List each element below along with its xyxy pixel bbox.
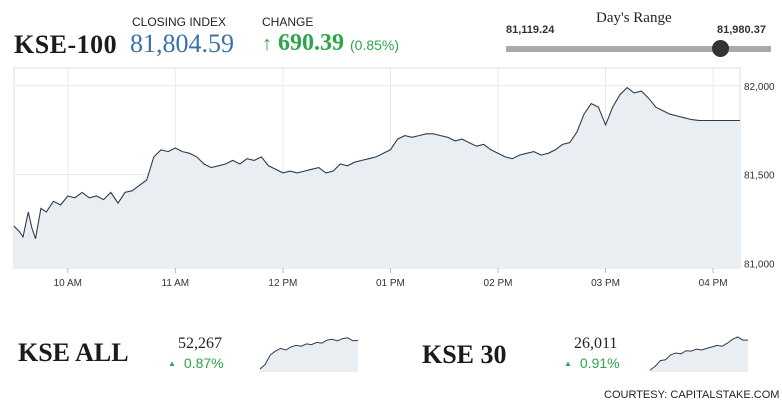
index-title: KSE-100	[14, 30, 118, 59]
courtesy-credit: COURTESY: CAPITALSTAKE.COM	[604, 389, 780, 401]
change-block: ↑ 690.39 (0.85%)	[262, 30, 399, 57]
index-area	[14, 87, 740, 268]
y-tick-label: 82,000	[744, 82, 775, 93]
change-label: CHANGE	[262, 15, 314, 29]
kse-all-change: ▲ 0.87%	[168, 355, 224, 371]
up-arrow-icon: ↑	[262, 33, 272, 55]
x-tick-label: 03 PM	[591, 278, 620, 289]
days-range-title: Day's Range	[596, 10, 672, 26]
kse-all-name: KSE ALL	[18, 338, 129, 367]
kse-30-value: 26,011	[574, 335, 618, 352]
up-triangle-icon: ▲	[168, 358, 176, 368]
closing-index-value: 81,804.59	[130, 29, 234, 58]
kse-30-name: KSE 30	[422, 340, 507, 369]
y-tick-label: 81,500	[744, 171, 775, 182]
change-value: 690.39	[278, 30, 344, 56]
index-line	[13, 86, 740, 239]
kse-all-value: 52,267	[178, 335, 222, 352]
kse-30-change: ▲ 0.91%	[564, 355, 620, 371]
sparkline-line	[649, 336, 748, 371]
days-range-knob	[712, 40, 730, 57]
closing-index-label: CLOSING INDEX	[132, 15, 227, 29]
change-percent: (0.85%)	[350, 37, 400, 53]
kse-all-percent: 0.87%	[183, 355, 224, 371]
y-tick-label: 81,000	[744, 260, 775, 271]
x-tick-label: 02 PM	[484, 278, 513, 289]
x-tick-label: 11 AM	[162, 278, 190, 289]
sparkline-area	[260, 337, 358, 372]
kse-30-percent: 0.91%	[579, 355, 620, 371]
x-tick-label: 12 PM	[268, 278, 297, 289]
sparkline-line	[259, 337, 359, 370]
kse-all-sparkline	[259, 337, 359, 372]
kse-30-sparkline	[649, 336, 748, 372]
sparkline-area	[650, 337, 748, 372]
days-range-low: 81,119.24	[506, 24, 555, 36]
main-chart: 10 AM 11 AM 12 PM 01 PM 02 PM 03 PM 04 PM 82,00…	[13, 67, 775, 289]
x-tick-label: 04 PM	[699, 278, 728, 289]
x-tick-label: 01 PM	[376, 278, 405, 289]
days-range-high: 81,980.37	[717, 24, 766, 36]
up-triangle-icon: ▲	[564, 358, 572, 368]
days-range-slider	[506, 46, 771, 52]
x-tick-label: 10 AM	[54, 278, 82, 289]
